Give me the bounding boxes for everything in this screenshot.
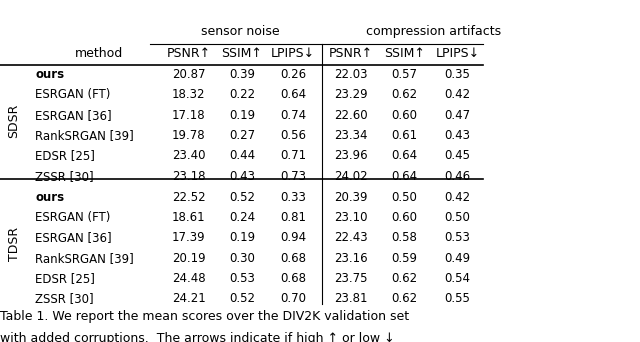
Text: 0.62: 0.62 [392,88,417,101]
Text: 18.61: 18.61 [172,211,205,224]
Text: 23.96: 23.96 [334,149,367,162]
Text: 0.54: 0.54 [445,272,470,285]
Text: 0.26: 0.26 [280,68,306,81]
Text: SSIM↑: SSIM↑ [384,47,425,60]
Text: 23.29: 23.29 [334,88,367,101]
Text: method: method [75,47,124,60]
Text: 0.19: 0.19 [229,232,255,245]
Text: 0.39: 0.39 [229,68,255,81]
Text: ESRGAN [36]: ESRGAN [36] [35,109,112,122]
Text: 0.30: 0.30 [229,252,255,265]
Text: 0.61: 0.61 [392,129,417,142]
Text: LPIPS↓: LPIPS↓ [436,47,479,60]
Text: 0.50: 0.50 [445,211,470,224]
Text: 23.81: 23.81 [334,292,367,305]
Text: 18.32: 18.32 [172,88,205,101]
Text: 0.55: 0.55 [445,292,470,305]
Text: 0.46: 0.46 [445,170,470,183]
Text: 22.52: 22.52 [172,191,205,204]
Text: LPIPS↓: LPIPS↓ [271,47,315,60]
Text: 23.10: 23.10 [334,211,367,224]
Text: 0.27: 0.27 [229,129,255,142]
Text: 0.19: 0.19 [229,109,255,122]
Text: 20.39: 20.39 [334,191,367,204]
Text: 0.64: 0.64 [392,149,417,162]
Text: 24.48: 24.48 [172,272,205,285]
Text: 0.42: 0.42 [445,88,470,101]
Text: 20.87: 20.87 [172,68,205,81]
Text: 0.64: 0.64 [392,170,417,183]
Text: 22.60: 22.60 [334,109,367,122]
Text: SDSR: SDSR [8,104,20,138]
Text: 0.70: 0.70 [280,292,306,305]
Text: 0.60: 0.60 [392,211,417,224]
Text: 20.19: 20.19 [172,252,205,265]
Text: 0.52: 0.52 [229,191,255,204]
Text: 0.81: 0.81 [280,211,306,224]
Text: ours: ours [35,68,65,81]
Text: 0.49: 0.49 [445,252,470,265]
Text: ESRGAN (FT): ESRGAN (FT) [35,211,111,224]
Text: 22.03: 22.03 [334,68,367,81]
Text: EDSR [25]: EDSR [25] [35,272,95,285]
Text: compression artifacts: compression artifacts [366,25,502,38]
Text: 0.43: 0.43 [229,170,255,183]
Text: 23.16: 23.16 [334,252,367,265]
Text: 0.73: 0.73 [280,170,306,183]
Text: 23.40: 23.40 [172,149,205,162]
Text: 0.68: 0.68 [280,272,306,285]
Text: 0.71: 0.71 [280,149,306,162]
Text: 0.35: 0.35 [445,68,470,81]
Text: 0.74: 0.74 [280,109,306,122]
Text: 0.43: 0.43 [445,129,470,142]
Text: 24.02: 24.02 [334,170,367,183]
Text: 0.62: 0.62 [392,292,417,305]
Text: 0.52: 0.52 [229,292,255,305]
Text: 23.34: 23.34 [334,129,367,142]
Text: with added corruptions.  The arrows indicate if high ↑ or low ↓: with added corruptions. The arrows indic… [0,332,395,342]
Text: 0.44: 0.44 [229,149,255,162]
Text: 0.94: 0.94 [280,232,306,245]
Text: 0.56: 0.56 [280,129,306,142]
Text: Table 1. We report the mean scores over the DIV2K validation set: Table 1. We report the mean scores over … [0,310,409,323]
Text: 23.18: 23.18 [172,170,205,183]
Text: 24.21: 24.21 [172,292,205,305]
Text: SSIM↑: SSIM↑ [221,47,262,60]
Text: 23.75: 23.75 [334,272,367,285]
Text: 17.39: 17.39 [172,232,205,245]
Text: 0.53: 0.53 [229,272,255,285]
Text: 0.59: 0.59 [392,252,417,265]
Text: 17.18: 17.18 [172,109,205,122]
Text: ESRGAN (FT): ESRGAN (FT) [35,88,111,101]
Text: RankSRGAN [39]: RankSRGAN [39] [35,252,134,265]
Text: ours: ours [35,191,65,204]
Text: sensor noise: sensor noise [201,25,279,38]
Text: 0.68: 0.68 [280,252,306,265]
Text: 0.47: 0.47 [445,109,470,122]
Text: 0.64: 0.64 [280,88,306,101]
Text: PSNR↑: PSNR↑ [329,47,372,60]
Text: EDSR [25]: EDSR [25] [35,149,95,162]
Text: TDSR: TDSR [8,227,20,261]
Text: 0.22: 0.22 [229,88,255,101]
Text: 0.62: 0.62 [392,272,417,285]
Text: 0.53: 0.53 [445,232,470,245]
Text: 0.58: 0.58 [392,232,417,245]
Text: 0.42: 0.42 [445,191,470,204]
Text: 0.50: 0.50 [392,191,417,204]
Text: 0.24: 0.24 [229,211,255,224]
Text: 0.60: 0.60 [392,109,417,122]
Text: PSNR↑: PSNR↑ [167,47,211,60]
Text: ESRGAN [36]: ESRGAN [36] [35,232,112,245]
Text: RankSRGAN [39]: RankSRGAN [39] [35,129,134,142]
Text: 19.78: 19.78 [172,129,205,142]
Text: 0.57: 0.57 [392,68,417,81]
Text: ZSSR [30]: ZSSR [30] [35,292,94,305]
Text: 0.33: 0.33 [280,191,306,204]
Text: 22.43: 22.43 [334,232,367,245]
Text: 0.45: 0.45 [445,149,470,162]
Text: ZSSR [30]: ZSSR [30] [35,170,94,183]
